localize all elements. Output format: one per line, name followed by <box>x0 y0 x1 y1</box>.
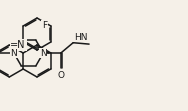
Text: HN: HN <box>74 33 88 42</box>
Text: F: F <box>42 21 47 30</box>
Text: O: O <box>57 71 64 80</box>
Text: N: N <box>11 49 17 57</box>
Text: =N: =N <box>10 40 26 50</box>
Text: N: N <box>40 49 47 57</box>
